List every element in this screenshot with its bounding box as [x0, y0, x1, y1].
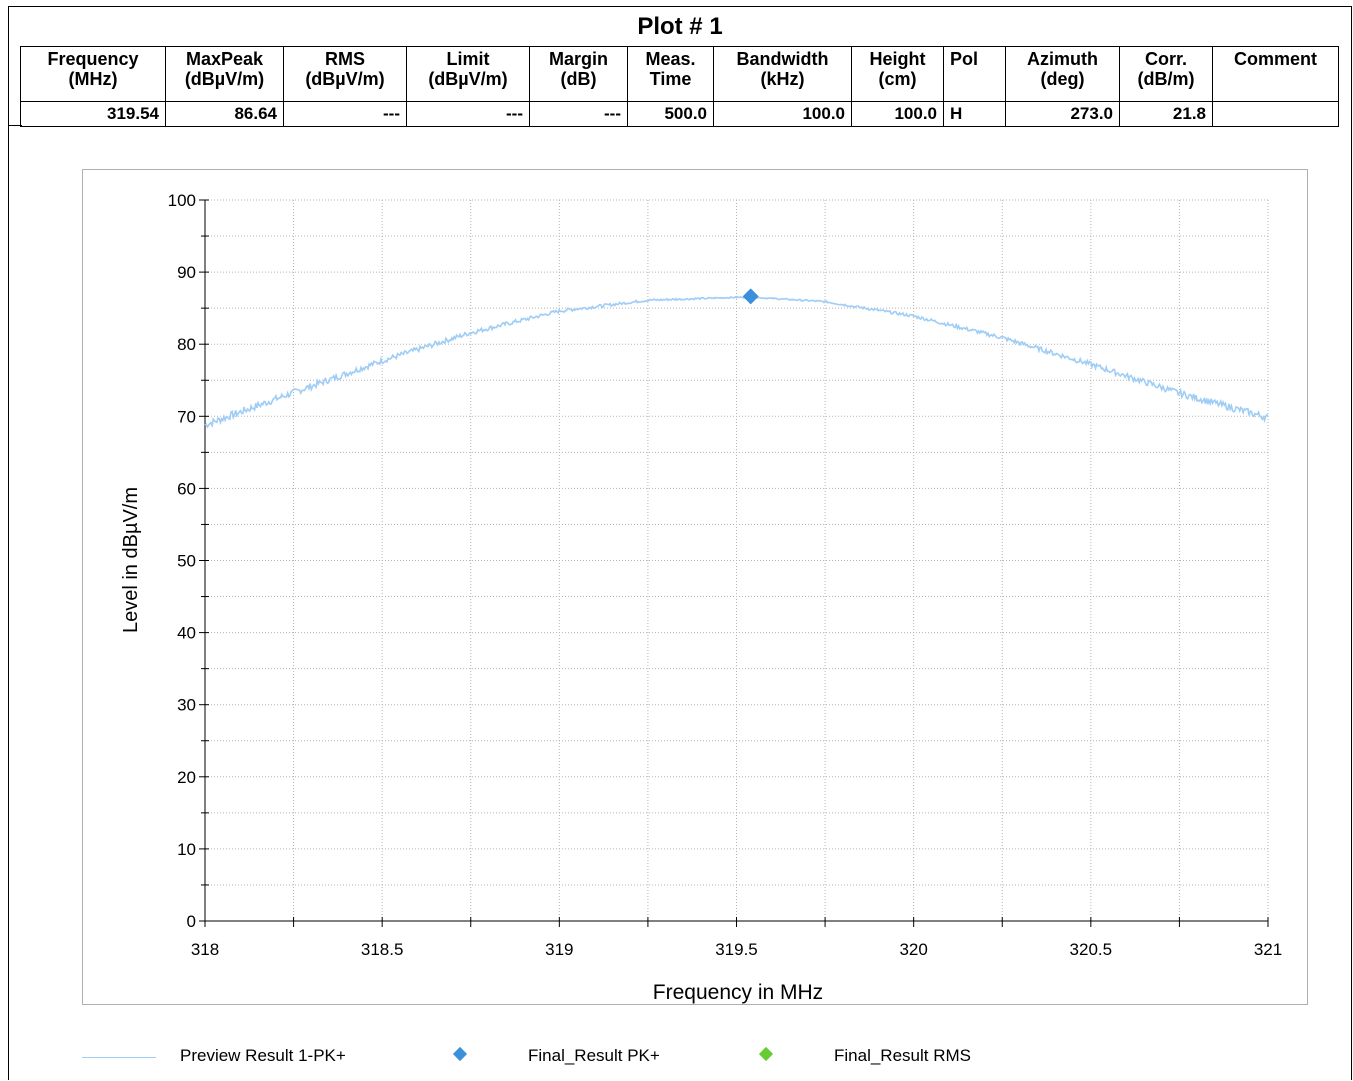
y-tick-label: 80: [177, 335, 196, 354]
y-tick-label: 90: [177, 263, 196, 282]
x-tick-label: 319: [545, 940, 573, 959]
series-marker-final-pk: [742, 288, 759, 305]
y-tick-label: 60: [177, 479, 196, 498]
col-meas-time: Meas. Time: [627, 46, 714, 102]
x-tick-label: 321: [1254, 940, 1282, 959]
series-line-preview: [204, 295, 1269, 429]
plot-title: Plot # 1: [637, 13, 723, 40]
y-tick-label: 40: [177, 624, 196, 643]
legend-label-final-pk: Final_Result PK+: [528, 1046, 660, 1065]
chart-panel: [82, 169, 1308, 1005]
series-layer: [204, 288, 1269, 429]
col-corr: Corr. (dB/m): [1119, 46, 1213, 102]
cell-corr: 21.8: [1119, 101, 1213, 127]
col-rms: RMS (dBµV/m): [283, 46, 407, 102]
measurement-table: Frequency (MHz) MaxPeak (dBµV/m) RMS (dBµV/…: [20, 46, 1339, 127]
table-row: 319.54 86.64 --- --- --- 500.0 100.0 100…: [20, 101, 1339, 127]
col-pol: Pol: [943, 46, 1006, 102]
axis-layer: 0 10 20 30 40 50 60 70 80 90 100 318 318.5 319 319.5 32…: [168, 191, 1283, 959]
legend-label-final-rms: Final_Result RMS: [834, 1046, 971, 1065]
x-tick-label: 319.5: [715, 940, 758, 959]
col-height: Height (cm): [851, 46, 944, 102]
cell-pol: H: [943, 101, 1006, 127]
col-frequency: Frequency (MHz): [20, 46, 166, 102]
y-tick-label: 0: [187, 912, 196, 931]
cell-margin: ---: [529, 101, 628, 127]
col-margin: Margin (dB): [529, 46, 628, 102]
x-axis-title: Frequency in MHz: [653, 981, 823, 1004]
y-tick-label: 30: [177, 696, 196, 715]
page-frame: [8, 6, 1352, 1080]
table-rule: [8, 125, 22, 126]
y-tick-label: 10: [177, 840, 196, 859]
y-tick-label: 100: [168, 191, 196, 210]
cell-rms: ---: [283, 101, 407, 127]
cell-height: 100.0: [851, 101, 944, 127]
grid-layer: [205, 199, 1269, 921]
legend-label-preview: Preview Result 1-PK+: [180, 1046, 346, 1065]
y-tick-label: 20: [177, 768, 196, 787]
cell-comment: [1212, 101, 1339, 127]
x-tick-label: 320: [899, 940, 927, 959]
y-axis-title: Level in dBµV/m: [120, 487, 142, 633]
x-tick-label: 318: [191, 940, 219, 959]
cell-maxpeak: 86.64: [165, 101, 284, 127]
col-limit: Limit (dBµV/m): [406, 46, 530, 102]
x-tick-label: 318.5: [361, 940, 404, 959]
cell-bandwidth: 100.0: [713, 101, 852, 127]
legend-line-swatch: [82, 1057, 156, 1058]
cell-limit: ---: [406, 101, 530, 127]
y-tick-label: 70: [177, 407, 196, 426]
col-azimuth: Azimuth (deg): [1005, 46, 1120, 102]
x-tick-label: 320.5: [1070, 940, 1113, 959]
y-tick-label: 50: [177, 552, 196, 571]
cell-frequency: 319.54: [20, 101, 166, 127]
